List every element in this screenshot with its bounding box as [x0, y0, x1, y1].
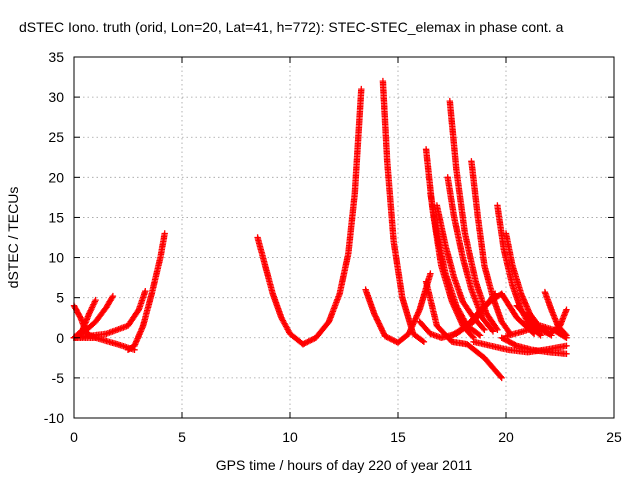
axis-ticks: 0 5 10 15 20 25 -10 -5 0 5 10 15 20 25 30 35: [44, 49, 622, 445]
x-tick-label: 10: [282, 429, 298, 445]
x-tick-label: 15: [390, 429, 406, 445]
series-22: [470, 338, 570, 356]
series-9-markers: [362, 270, 434, 346]
x-tick-label: 20: [498, 429, 514, 445]
y-tick-label: 30: [48, 89, 64, 105]
series-18-markers: [448, 290, 538, 339]
series-22-markers: [470, 338, 570, 356]
series-18: [448, 290, 538, 339]
x-tick-label: 5: [178, 429, 186, 445]
series-24-markers: [541, 288, 570, 339]
series-25-markers: [502, 322, 570, 341]
y-tick-label: -10: [44, 410, 64, 426]
y-tick-label: 10: [48, 250, 64, 266]
series-8-markers: [379, 77, 428, 345]
x-tick-label: 25: [606, 429, 622, 445]
series-7-markers: [299, 85, 365, 348]
chart-title: dSTEC Iono. truth (orid, Lon=20, Lat=41,…: [19, 19, 564, 35]
series-6-markers: [254, 234, 307, 348]
y-tick-label: 35: [48, 49, 64, 65]
series-14-markers: [444, 174, 497, 335]
series-25: [502, 322, 570, 341]
series-5: [124, 230, 168, 353]
y-tick-label: 25: [48, 129, 64, 145]
y-axis-title: dSTEC / TECUs: [5, 187, 21, 289]
y-tick-label: 20: [48, 169, 64, 185]
series-5-markers: [124, 230, 168, 353]
x-axis-title: GPS time / hours of day 220 of year 2011: [216, 457, 473, 473]
series-14: [444, 174, 497, 335]
series-6: [254, 234, 307, 348]
series-24: [541, 288, 570, 339]
series-9: [362, 270, 434, 346]
y-tick-label: -5: [52, 370, 65, 386]
series-8: [379, 77, 428, 345]
data-points: [70, 77, 570, 382]
x-tick-label: 0: [70, 429, 78, 445]
y-tick-label: 0: [56, 330, 64, 346]
grid: [74, 57, 614, 418]
y-tick-label: 5: [56, 290, 64, 306]
plot-frame: [73, 56, 615, 419]
series-7: [299, 85, 365, 348]
y-tick-label: 15: [48, 209, 64, 225]
